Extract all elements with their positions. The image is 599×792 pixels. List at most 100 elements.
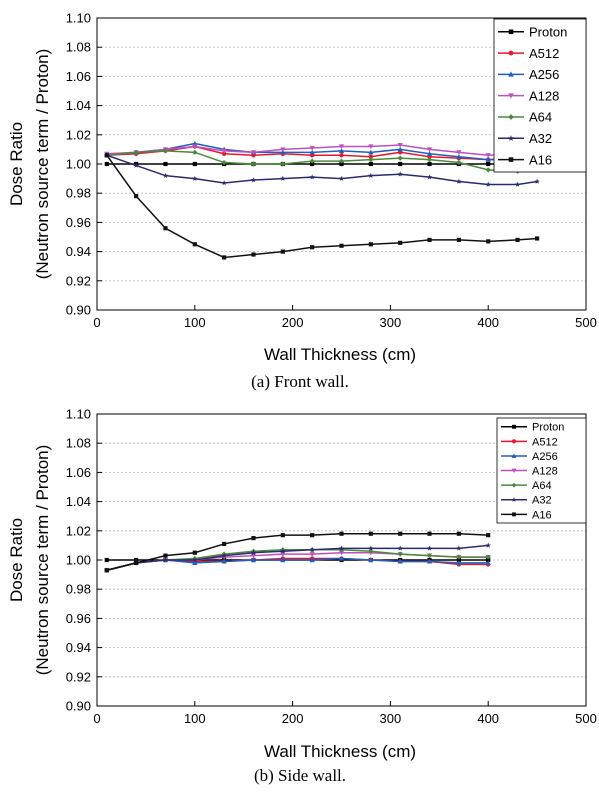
x-tick-label: 200	[282, 711, 304, 726]
y-axis-label: (Neutron source term / Proton)	[33, 445, 52, 676]
series-a16-point	[398, 240, 403, 245]
series-proton-point	[486, 161, 491, 167]
y-tick-label: 1.08	[66, 40, 91, 55]
y-tick-label: 1.00	[66, 553, 91, 568]
series-a256-point	[192, 560, 198, 565]
y-tick-label: 0.90	[66, 303, 91, 318]
series-a32-point	[162, 172, 169, 178]
series-a256-point	[485, 560, 491, 565]
x-axis: 0 100 200 300 400 500	[93, 305, 597, 330]
series-a64-point	[426, 553, 433, 559]
y-tick-label: 1.04	[66, 98, 91, 113]
legend-entry-a256: A256	[498, 67, 559, 82]
legend-entry-a128-label: A128	[532, 466, 558, 478]
series-a16-point	[368, 242, 373, 247]
series-a16-point	[368, 531, 373, 536]
series-proton	[104, 161, 540, 167]
series-a16-point	[222, 541, 227, 547]
legend-entry-proton-marker	[512, 424, 516, 429]
y-tick-label: 1.06	[66, 465, 91, 480]
series-a16-point	[280, 249, 285, 254]
legend-entry-a512-label: A512	[529, 46, 559, 61]
legend-entry-a32-label: A32	[532, 495, 552, 507]
series-a16	[104, 531, 491, 573]
series-a32-point	[485, 542, 491, 548]
series-a256-point	[456, 154, 462, 159]
series-a16-point	[251, 252, 256, 257]
series-a512-point	[221, 151, 227, 156]
x-tick-label: 400	[477, 711, 499, 726]
y-tick-label: 1.10	[66, 11, 91, 26]
series-a512-point	[368, 154, 374, 159]
x-tick-label: 100	[184, 315, 206, 330]
series-a16-point	[515, 237, 520, 242]
legend-entry-a64-label: A64	[529, 110, 552, 125]
series-a256-point	[280, 149, 286, 155]
series-a16-point	[486, 533, 491, 538]
y-tick-label: 1.08	[66, 436, 91, 451]
legend-entry-proton: Proton	[498, 24, 567, 39]
y-tick-label: 0.94	[66, 244, 91, 259]
series-a16-point	[456, 237, 461, 242]
legend-entry-a16-label: A16	[532, 509, 552, 521]
chart-panel-b: 0 100 200 300 400 500 0.90 0.92 0.94 0.96 0.98 1.00…	[7, 407, 597, 786]
series-a32-point	[426, 174, 433, 180]
series-a256-point	[280, 557, 286, 563]
series-a256-point	[397, 146, 403, 152]
y-tick-label: 1.02	[66, 523, 91, 538]
legend-entry-a32: A32	[501, 495, 552, 507]
x-tick-label: 0	[93, 315, 100, 330]
legend-entry-a64: A64	[498, 110, 552, 125]
legend-entry-a16: A16	[498, 152, 552, 167]
series-a256-line	[106, 142, 538, 162]
series-proton-point	[339, 161, 344, 167]
series-a64-point	[485, 167, 491, 173]
series-a64-point	[338, 158, 345, 164]
series-a16-line	[106, 154, 538, 259]
series-a256-point	[309, 149, 315, 155]
legend-entry-a128-label: A128	[529, 88, 559, 103]
series-a64-point	[280, 161, 286, 167]
series-a512-point	[339, 153, 344, 158]
series-a128-point	[338, 144, 345, 150]
legend-entry-a256-marker	[511, 453, 517, 458]
series-a128-point	[309, 552, 315, 557]
series-a32-point	[426, 545, 433, 551]
series-a16-point	[427, 237, 432, 242]
series-a64-point	[162, 148, 169, 154]
series-a256-point	[456, 560, 462, 565]
series-a64-point	[133, 149, 139, 155]
series-a32-point	[309, 546, 315, 553]
legend-entry-a32-marker	[508, 135, 514, 141]
series-a64-point	[456, 554, 462, 560]
series-proton-point	[427, 161, 432, 167]
series-a16-point	[163, 553, 168, 558]
legend-entry-a64: A64	[501, 480, 552, 492]
series-a32-point	[221, 552, 227, 558]
series-a16-point	[104, 568, 109, 573]
x-tick-label: 500	[575, 711, 597, 726]
legend-entry-a16-marker	[512, 512, 516, 517]
series-a256-point	[485, 157, 491, 162]
y-axis-label: Dose Ratio	[7, 518, 26, 602]
legend-entry-a512-label: A512	[532, 436, 558, 448]
y-axis-label: Dose Ratio	[7, 122, 26, 206]
series-a64-point	[368, 548, 374, 554]
series-a128-point	[250, 150, 257, 155]
legend-entry-a512-marker	[508, 50, 514, 56]
legend-entry-a256-marker	[508, 71, 514, 77]
series-a32-point	[280, 548, 286, 554]
series-a16-point	[280, 533, 285, 538]
series-a128-point	[221, 148, 227, 154]
chart-panel-a: 0 100 200 300 400 500 0.90 0.92 0.94 0.96 0.98 1.00…	[7, 11, 597, 392]
series-a32-point	[221, 180, 227, 186]
series-a16-point	[192, 242, 197, 247]
series-proton-point	[368, 161, 373, 167]
series-a64-point	[338, 547, 345, 553]
series-a16-point	[427, 531, 432, 536]
series-a256-point	[426, 151, 433, 156]
legend-entry-a64-label: A64	[532, 480, 552, 492]
legend: Proton A512 A256 A128 A64 A32 A16	[496, 417, 587, 524]
series-a128-point	[368, 144, 374, 150]
series-a64-point	[192, 149, 198, 155]
